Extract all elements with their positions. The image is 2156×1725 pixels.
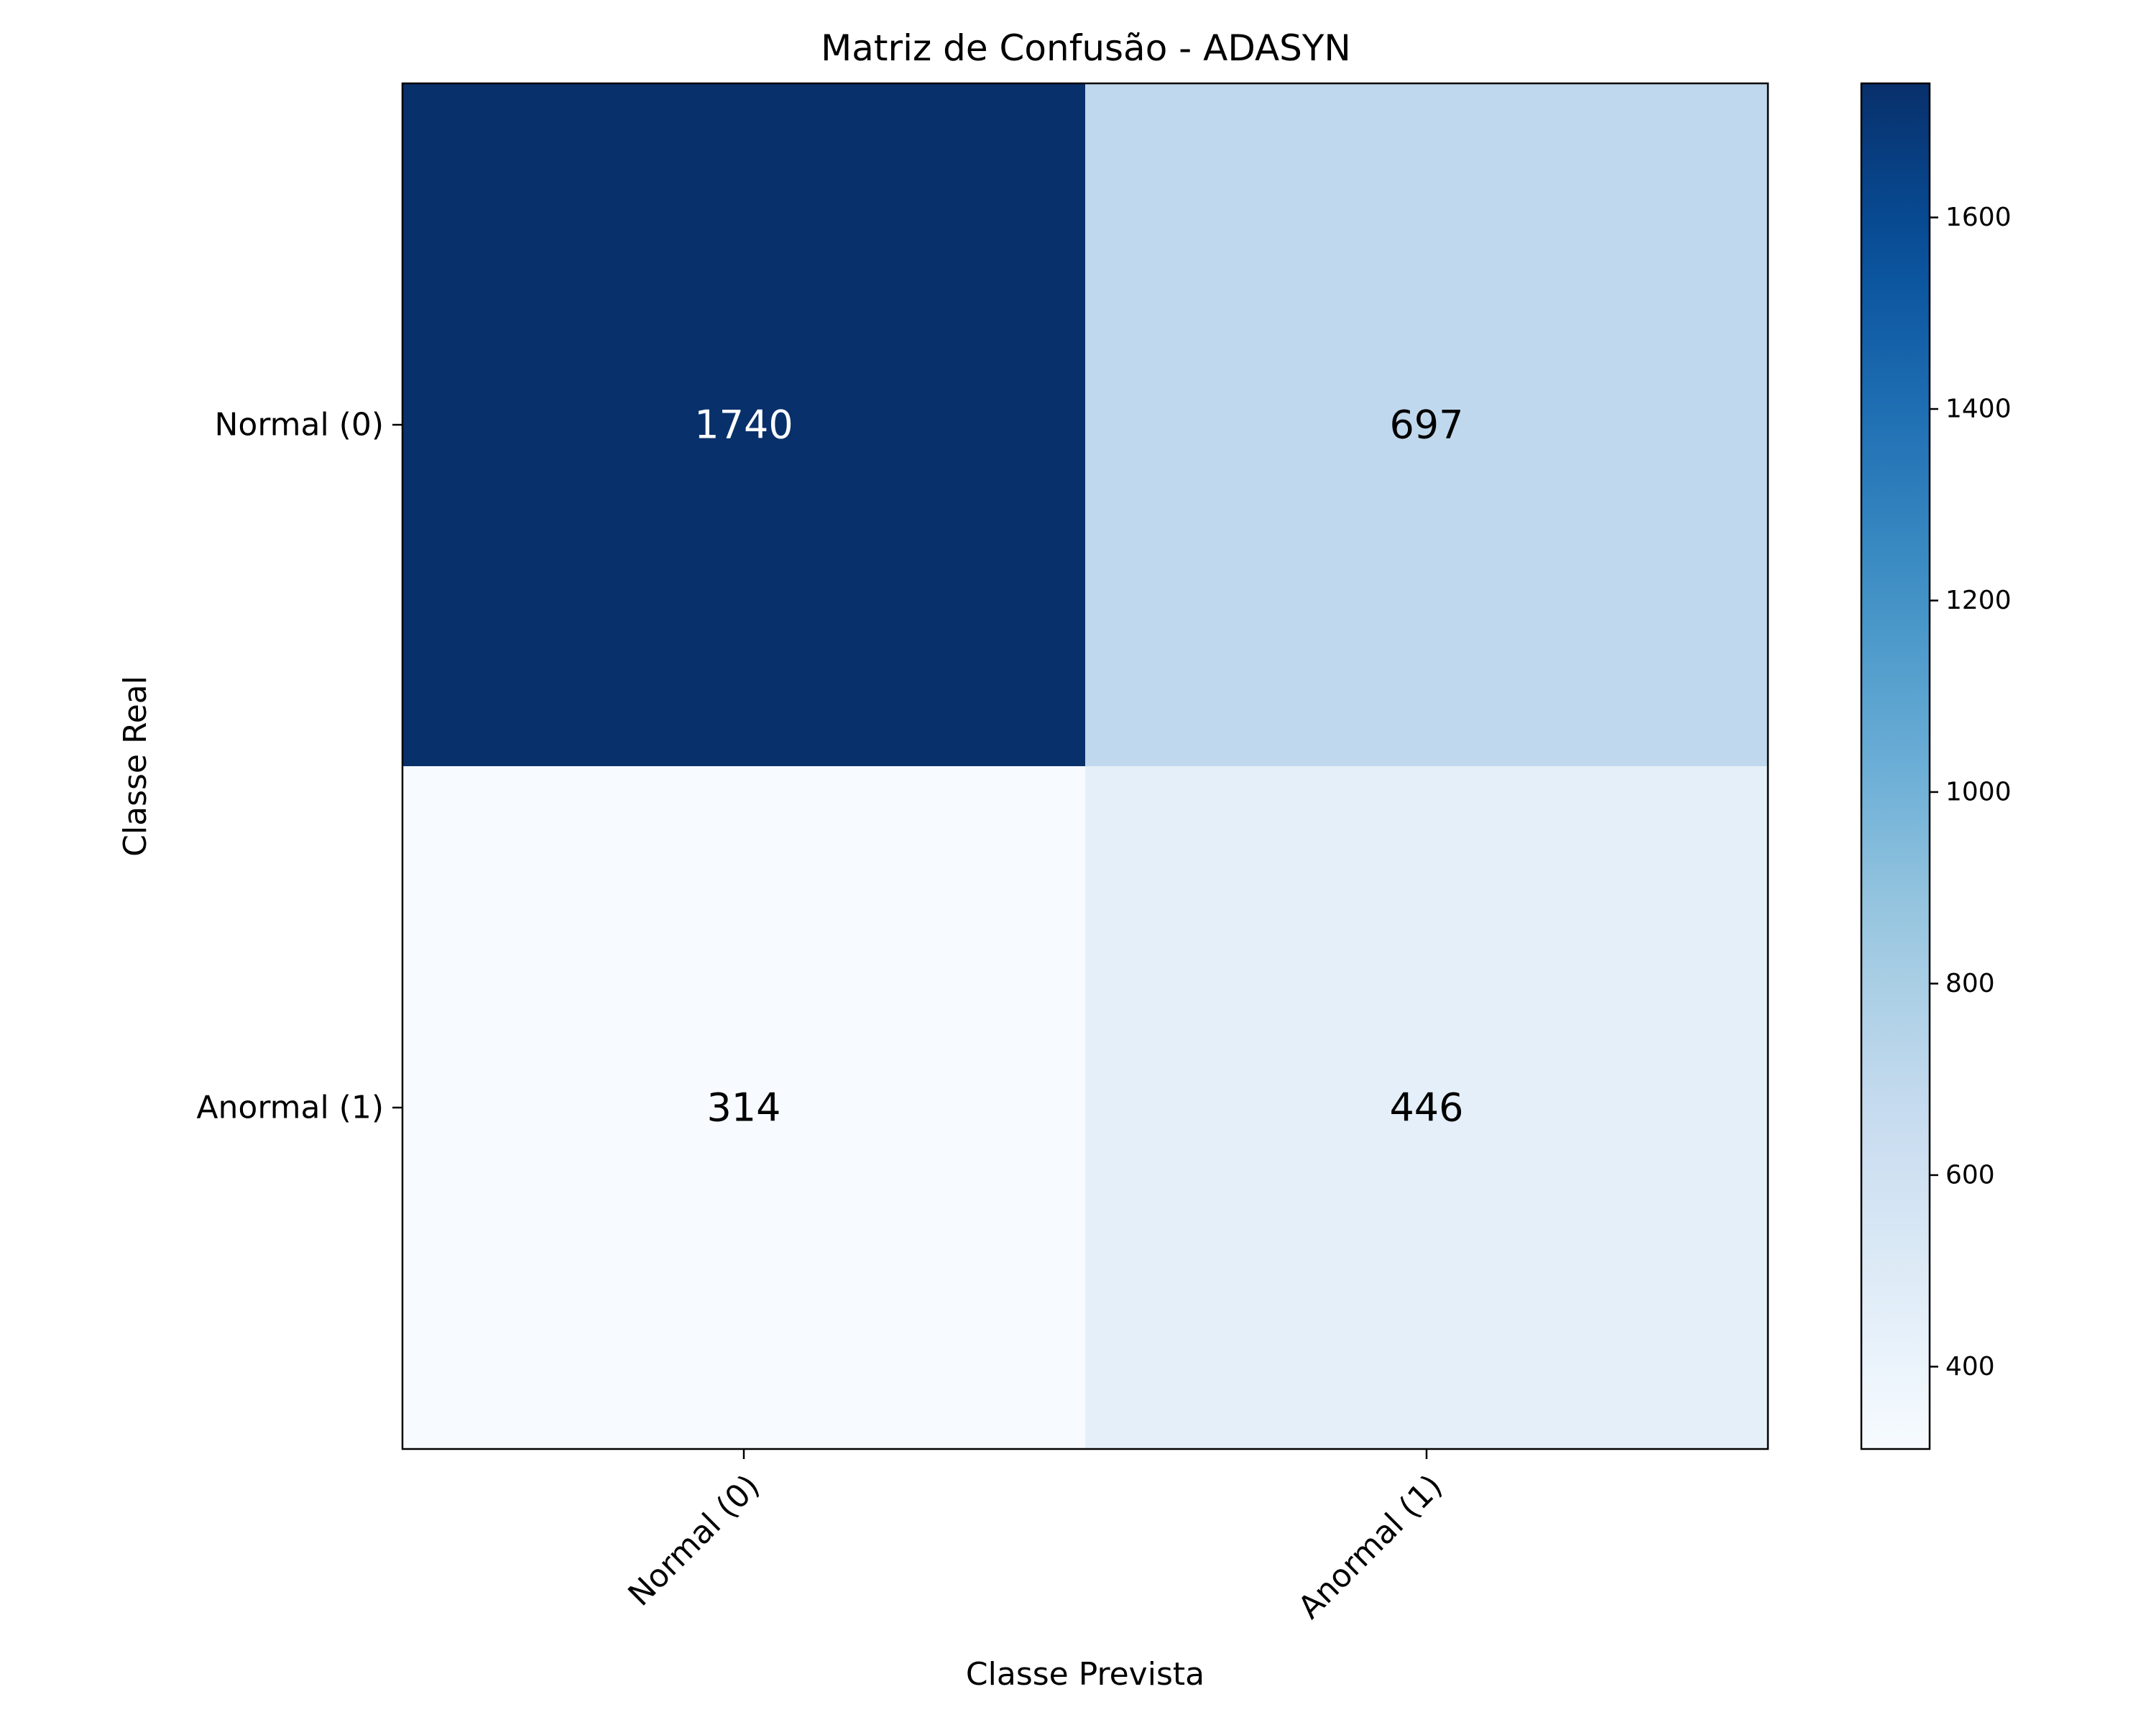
- y-tick-label: Anormal (1): [196, 1090, 384, 1126]
- colorbar-ticks: 400 600 800 1000 1200 1400 1600: [1930, 203, 2012, 1381]
- chart-title: Matriz de Confusão - ADASYN: [821, 27, 1351, 69]
- cell-value-label: 446: [1389, 1085, 1463, 1131]
- colorbar-tick-label: 400: [1945, 1352, 1995, 1381]
- x-axis-label: Classe Prevista: [966, 1656, 1204, 1693]
- colorbar-tick-label: 1200: [1945, 586, 2012, 615]
- x-tick-label: Anormal (1): [1291, 1468, 1450, 1626]
- colorbar-tick-label: 600: [1945, 1160, 1995, 1190]
- heatmap-cell: [402, 766, 1086, 1450]
- heatmap-cell: [1085, 766, 1769, 1450]
- plot-frame: [401, 82, 1769, 1450]
- colorbar-tick-label: 1600: [1945, 203, 2012, 232]
- y-axis-label: Classe Real: [117, 676, 154, 857]
- colorbar: 400 600 800 1000 1200 1400 1600: [1860, 82, 2012, 1450]
- heatmap-cell: [402, 83, 1086, 767]
- colorbar-tick-label: 1400: [1945, 395, 2012, 424]
- colorbar-tick-label: 800: [1945, 969, 1995, 998]
- cell-value-label: 1740: [694, 402, 793, 448]
- cell-value-label: 697: [1389, 402, 1463, 448]
- x-axis-ticks: Normal (0) Anormal (1): [621, 1449, 1450, 1626]
- colorbar-gradient: [1860, 82, 1931, 1450]
- colorbar-tick-label: 1000: [1945, 777, 2012, 806]
- x-tick-label: Normal (0): [621, 1468, 767, 1614]
- heatmap-cell: [1085, 83, 1769, 767]
- cell-value-label: 314: [706, 1085, 780, 1131]
- heatmap-cells: [402, 83, 1769, 1450]
- y-axis-ticks: Normal (0) Anormal (1): [196, 407, 402, 1126]
- y-tick-label: Normal (0): [214, 407, 384, 443]
- heatmap-cell-labels: 1740 697 314 446: [694, 402, 1463, 1131]
